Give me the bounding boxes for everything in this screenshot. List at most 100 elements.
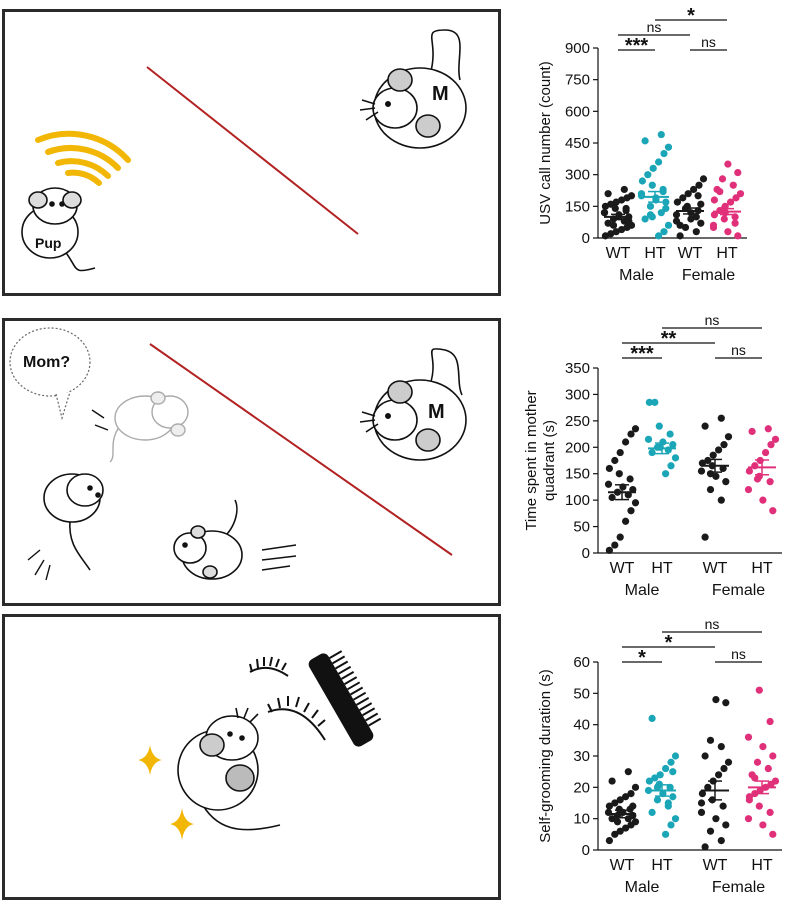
x-tick-label: HT — [651, 857, 673, 874]
x-tick-label: WT — [703, 857, 728, 874]
data-point — [612, 228, 620, 236]
data-point — [627, 507, 635, 515]
x-tick-label: HT — [751, 560, 773, 577]
data-point — [764, 764, 772, 773]
data-point — [648, 714, 656, 723]
data-point — [605, 837, 614, 845]
data-point — [701, 843, 709, 851]
x-tick-label: HT — [651, 560, 673, 577]
data-point — [622, 517, 630, 525]
data-point — [673, 198, 682, 206]
data-point — [729, 181, 737, 189]
data-point — [616, 827, 624, 835]
data-point — [611, 541, 619, 549]
data-point — [706, 827, 715, 835]
data-point — [724, 758, 733, 766]
mother-label: M — [432, 83, 449, 105]
data-point — [646, 202, 655, 210]
data-point — [679, 194, 687, 202]
y-axis-label: Time spent in mother — [523, 390, 540, 530]
data-point — [712, 815, 720, 823]
y-tick-label: 450 — [565, 135, 590, 152]
data-point — [648, 213, 656, 221]
data-point — [697, 219, 705, 227]
data-point — [648, 448, 656, 457]
grooming-mouse-icon — [177, 707, 281, 831]
y-tick-label: 150 — [565, 198, 590, 215]
y-tick-label: 30 — [573, 748, 590, 765]
data-point — [771, 777, 780, 785]
data-point — [672, 211, 681, 219]
data-point — [751, 790, 759, 798]
data-point — [629, 802, 637, 810]
comb-icon — [308, 650, 382, 747]
data-point — [755, 802, 763, 810]
data-point — [690, 185, 698, 194]
data-point — [631, 818, 640, 826]
data-point — [605, 546, 614, 554]
data-point — [644, 435, 653, 443]
data-point — [745, 467, 754, 475]
y-tick-label: 100 — [565, 492, 590, 509]
x-tick-label: HT — [644, 245, 666, 262]
y-axis-label: USV call number (count) — [537, 61, 554, 224]
y-tick-label: 50 — [573, 519, 590, 536]
data-point — [666, 430, 674, 438]
data-point — [684, 190, 692, 198]
data-point — [701, 533, 709, 541]
data-point — [660, 228, 668, 236]
data-point — [687, 215, 695, 223]
data-point — [664, 143, 673, 151]
y-tick-label: 10 — [573, 811, 590, 828]
speech-bubble — [9, 327, 91, 421]
group-label: Male — [625, 879, 660, 896]
x-tick-label: WT — [610, 857, 635, 874]
data-point — [722, 821, 730, 829]
data-point — [669, 768, 677, 776]
data-point — [645, 777, 654, 785]
data-point — [624, 768, 632, 776]
data-point — [712, 472, 720, 480]
data-point — [662, 198, 670, 206]
data-point — [759, 821, 767, 829]
data-point — [720, 764, 728, 773]
data-point — [734, 168, 742, 177]
data-point — [648, 808, 656, 817]
significance-label: ns — [705, 616, 720, 632]
data-point — [616, 533, 624, 541]
data-point — [766, 478, 774, 486]
data-point — [699, 175, 708, 183]
data-point — [649, 164, 657, 172]
data-point — [744, 815, 753, 823]
data-point — [664, 799, 672, 807]
data-point — [641, 215, 649, 223]
data-point — [607, 230, 615, 238]
data-point — [604, 190, 612, 198]
group-label: Female — [712, 582, 765, 599]
motion-lines — [27, 409, 297, 581]
eyelash-icon — [249, 656, 326, 741]
data-point — [601, 232, 610, 240]
data-point — [608, 777, 616, 785]
divider-line — [146, 66, 359, 235]
data-point — [667, 821, 675, 829]
data-point — [605, 464, 614, 473]
data-point — [622, 824, 630, 832]
significance-label: * — [687, 5, 695, 27]
data-point — [611, 830, 619, 838]
data-point — [671, 454, 680, 462]
data-point — [672, 217, 681, 225]
data-point — [604, 219, 612, 227]
data-point — [613, 818, 622, 826]
y-tick-label: 40 — [573, 717, 590, 734]
data-point — [755, 686, 763, 694]
data-point — [655, 232, 663, 240]
significance-label: ns — [731, 342, 746, 358]
y-tick-label: 0 — [582, 545, 590, 562]
data-point — [764, 425, 772, 433]
data-point — [736, 190, 745, 198]
data-point — [662, 470, 670, 478]
